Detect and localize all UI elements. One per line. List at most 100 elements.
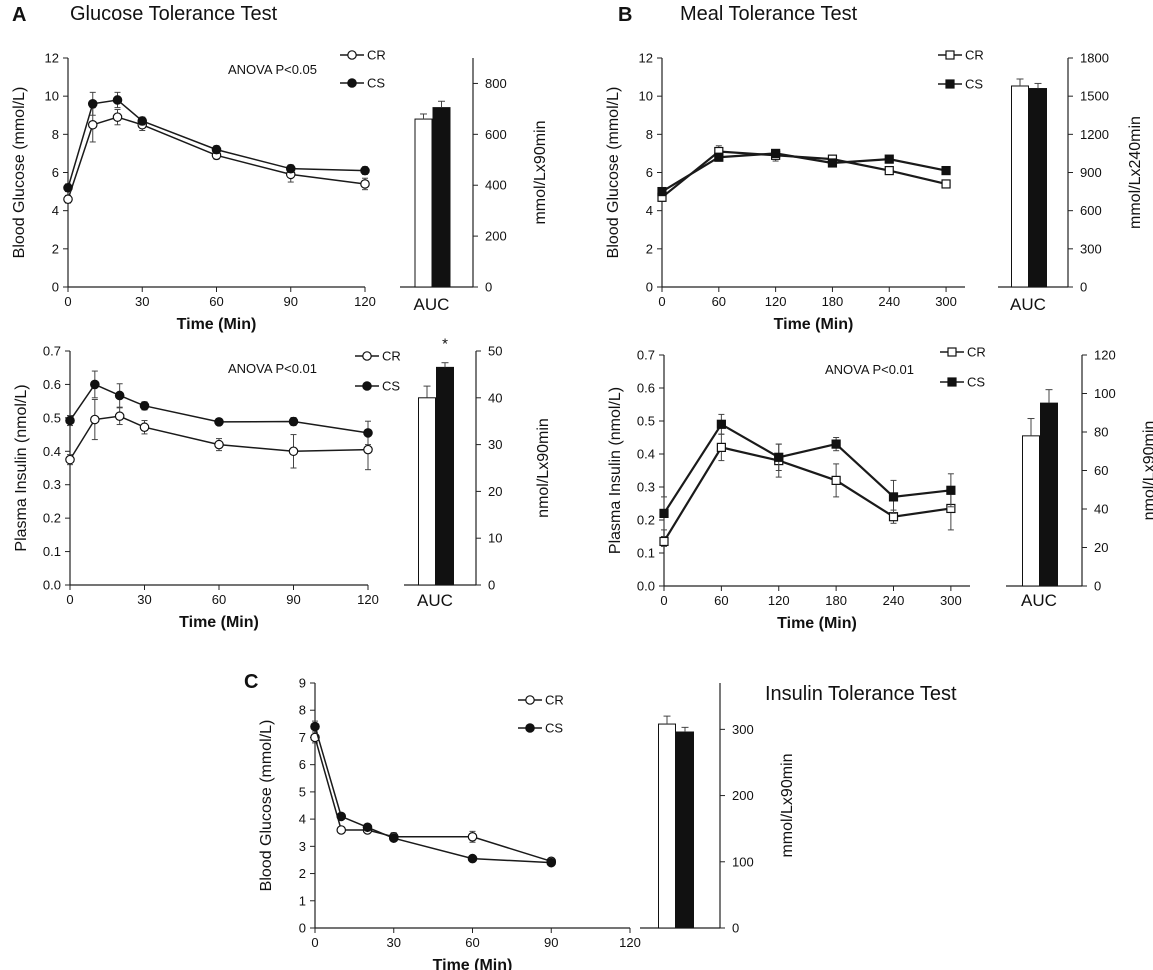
- auc-y-tick-label: 100: [732, 854, 754, 869]
- auc-y-axis-label: nmol/Lx90min: [1141, 421, 1153, 521]
- legend-marker: [362, 381, 372, 391]
- legend-marker: [947, 377, 957, 387]
- series-cs: [657, 148, 951, 197]
- data-point: [714, 152, 724, 162]
- x-axis-label: Time (Min): [774, 316, 854, 333]
- data-point: [771, 148, 781, 159]
- x-tick-label: 30: [137, 592, 151, 607]
- y-tick-label: 0.5: [43, 410, 61, 425]
- auc-inset: 0 300 600 900 1200 1500 1800 AUC mmol/Lx240min: [998, 51, 1144, 314]
- anova-annotation: ANOVA P<0.01: [825, 362, 914, 377]
- auc-bar-cr: [414, 118, 433, 288]
- auc-y-tick-label: 20: [1094, 540, 1108, 555]
- data-point: [65, 415, 75, 426]
- legend-marker: [525, 695, 535, 705]
- x-tick-label: 0: [64, 294, 71, 309]
- auc-y-tick-label: 40: [488, 390, 502, 405]
- legend-label: CS: [545, 721, 563, 736]
- panel-insulin-gtt: 0.0 0.1 0.2 0.3 0.4 0.5 0.6 0.7 0 30 60 90 120 Time (…: [13, 336, 552, 631]
- y-axis-label: Blood Glucose (mmol/L): [605, 87, 622, 259]
- y-tick-label: 0.3: [637, 480, 655, 495]
- auc-y-tick-label: 600: [1080, 203, 1102, 218]
- y-axis-label: Plasma Insulin (nmol/L): [607, 387, 624, 554]
- y-tick-label: 6: [646, 165, 653, 180]
- data-point: [360, 179, 370, 189]
- x-tick-label: 90: [286, 592, 300, 607]
- data-point: [87, 99, 98, 109]
- panel-insulin-mtt: 0.0 0.1 0.2 0.3 0.4 0.5 0.6 0.7 0 60 120 180 240 300 T…: [607, 345, 1153, 633]
- significance-marker: *: [442, 336, 448, 353]
- data-point: [112, 95, 123, 105]
- legend-label: CS: [967, 375, 985, 390]
- auc-y-tick-label: 600: [485, 127, 507, 142]
- y-tick-label: 0.0: [637, 579, 655, 594]
- auc-y-tick-label: 30: [488, 437, 502, 452]
- y-tick-label: 0.2: [637, 513, 655, 528]
- data-point: [388, 833, 399, 843]
- auc-label: AUC: [414, 295, 450, 314]
- series-line: [663, 422, 952, 514]
- auc-y-tick-label: 300: [1080, 241, 1102, 256]
- data-point: [827, 158, 838, 168]
- x-tick-label: 30: [387, 935, 401, 950]
- x-tick-label: 300: [940, 593, 962, 608]
- data-point: [214, 417, 224, 427]
- x-axis-label: Time (Min): [433, 957, 513, 970]
- panel-letter: C: [244, 671, 258, 693]
- series-line: [663, 446, 952, 543]
- data-point: [774, 452, 784, 462]
- data-point: [888, 492, 899, 502]
- legend: CR CS: [938, 48, 984, 92]
- legend-marker: [947, 347, 957, 357]
- y-tick-label: 8: [646, 127, 653, 142]
- data-point: [63, 194, 73, 205]
- auc-bar-cs: [436, 366, 454, 586]
- legend: CR CS: [355, 349, 401, 394]
- x-tick-label: 120: [354, 294, 376, 309]
- y-tick-label: 4: [299, 812, 306, 827]
- auc-y-tick-label: 200: [732, 788, 754, 803]
- data-point: [659, 536, 669, 547]
- series-cr: [657, 145, 951, 202]
- auc-y-tick-label: 0: [1094, 579, 1101, 594]
- data-point: [139, 401, 150, 411]
- x-tick-label: 60: [465, 935, 479, 950]
- data-point: [363, 428, 373, 438]
- auc-bar-cr: [1011, 85, 1029, 288]
- series-line: [67, 99, 366, 188]
- data-point: [363, 444, 373, 455]
- y-tick-label: 10: [45, 89, 59, 104]
- auc-bar-cr: [418, 397, 436, 586]
- y-tick-label: 0.7: [43, 344, 61, 359]
- y-tick-label: 8: [52, 127, 59, 142]
- auc-y-tick-label: 0: [1080, 280, 1087, 295]
- legend: CR CS: [940, 345, 986, 390]
- legend: CR CS: [518, 693, 564, 736]
- legend-label: CR: [965, 48, 984, 63]
- x-tick-label: 0: [658, 294, 665, 309]
- data-point: [65, 454, 75, 465]
- data-point: [139, 422, 150, 433]
- x-tick-label: 90: [544, 935, 558, 950]
- series-cr: [310, 731, 557, 867]
- y-tick-label: 10: [639, 89, 653, 104]
- legend-label: CR: [967, 345, 986, 360]
- data-point: [90, 414, 100, 425]
- auc-y-tick-label: 800: [485, 76, 507, 91]
- data-point: [360, 165, 370, 176]
- auc-label: AUC: [1010, 295, 1046, 314]
- y-tick-label: 0.6: [43, 377, 61, 392]
- x-tick-label: 0: [66, 592, 73, 607]
- data-point: [310, 721, 320, 732]
- data-point: [362, 822, 373, 833]
- y-tick-label: 12: [45, 51, 59, 66]
- series-cs: [65, 370, 373, 446]
- data-point: [214, 439, 224, 450]
- legend-marker: [525, 723, 535, 733]
- auc-bar-cr: [1022, 435, 1040, 587]
- panel-letter: A: [12, 4, 26, 26]
- auc-y-axis-label: mmol/Lx90min: [532, 120, 549, 224]
- data-point: [659, 508, 669, 518]
- y-tick-label: 8: [299, 703, 306, 718]
